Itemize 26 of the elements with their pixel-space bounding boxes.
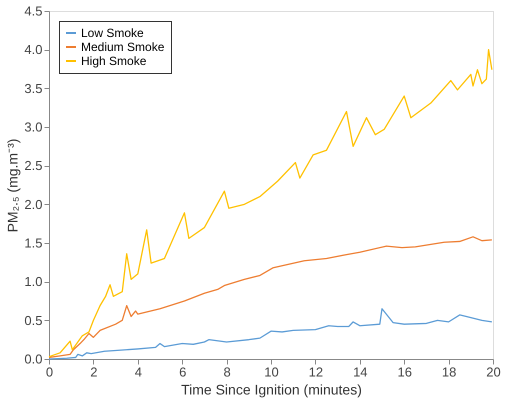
x-tick-label: 4: [134, 364, 142, 380]
x-axis-title: Time Since Ignition (minutes): [181, 382, 362, 398]
x-tick-label: 14: [353, 364, 368, 380]
x-tick-label: 18: [442, 364, 456, 380]
x-tick-label: 20: [486, 364, 501, 380]
x-tick-label: 12: [308, 364, 324, 380]
y-tick-label: 0.5: [24, 312, 42, 328]
y-tick-label: 3.0: [24, 120, 42, 134]
y-tick-label: 2.5: [24, 158, 42, 174]
y-tick-label: 4.5: [24, 4, 42, 18]
y-tick-label: 2.0: [24, 196, 42, 212]
x-tick-label: 10: [264, 364, 279, 380]
y-tick-label: 0.0: [24, 352, 42, 366]
x-tick-label: 0: [46, 364, 54, 380]
y-tick-label: 1.0: [24, 274, 42, 290]
y-tick-label: 1.5: [24, 236, 42, 250]
legend-label: Medium Smoke: [81, 40, 165, 54]
x-tick-label: 16: [397, 364, 412, 380]
y-tick-label: 4.0: [24, 42, 42, 58]
x-tick-label: 8: [223, 364, 231, 380]
y-tick-label: 3.5: [24, 80, 42, 96]
legend-label: Low Smoke: [81, 26, 144, 40]
x-tick-label: 6: [179, 364, 186, 380]
legend-label: High Smoke: [81, 54, 147, 68]
x-tick-label: 2: [90, 364, 98, 380]
y-axis-title: PM₂.₅ (mg.m⁻³): [4, 138, 20, 232]
